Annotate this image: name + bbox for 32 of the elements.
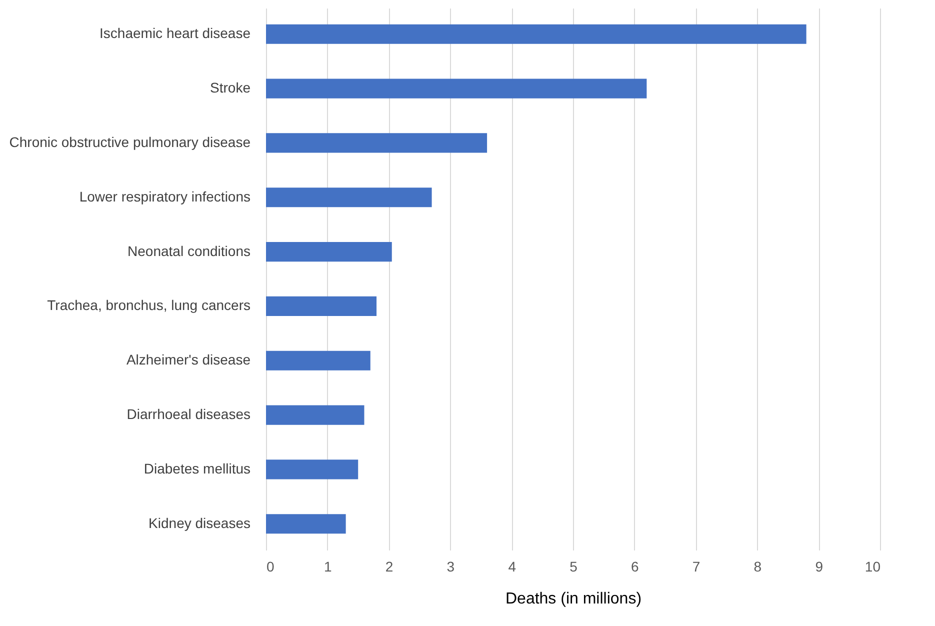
- y-tick-label: Diarrhoeal diseases: [126, 406, 250, 422]
- x-tick-label: 5: [570, 558, 578, 574]
- x-tick-label: 2: [385, 558, 394, 574]
- x-tick-label: 6: [631, 558, 639, 574]
- y-tick-label: Stroke: [210, 80, 251, 96]
- x-tick-label: 8: [754, 558, 762, 574]
- y-tick-label: Lower respiratory infections: [79, 188, 250, 204]
- bar: [266, 242, 392, 262]
- x-tick-label: 4: [508, 558, 516, 574]
- bar: [266, 133, 488, 153]
- bar: [266, 296, 377, 316]
- y-tick-label: Neonatal conditions: [128, 242, 250, 259]
- x-tick-label: 9: [815, 558, 824, 574]
- bar: [266, 24, 806, 44]
- x-tick-label: 10: [864, 558, 881, 574]
- bar: [266, 78, 647, 98]
- x-tick-label: 1: [324, 558, 332, 574]
- bar: [266, 460, 358, 480]
- bar: [266, 514, 346, 534]
- y-tick-label: Trachea, bronchus, lung cancers: [47, 297, 250, 314]
- x-tick-label: 3: [446, 558, 455, 574]
- y-tick-label: Kidney diseases: [148, 514, 250, 531]
- x-tick-label: 7: [692, 558, 700, 574]
- y-tick-label: Chronic obstructive pulmonary disease: [9, 134, 251, 150]
- bar: [266, 405, 364, 425]
- x-tick-label: 0: [266, 558, 274, 574]
- y-tick-label: Ischaemic heart disease: [100, 25, 251, 42]
- y-tick-label: Diabetes mellitus: [144, 460, 250, 476]
- x-axis-title: Deaths (in millions): [505, 590, 642, 608]
- bar: [266, 350, 370, 370]
- y-tick-label: Alzheimer's disease: [126, 352, 251, 368]
- bar: [266, 188, 432, 208]
